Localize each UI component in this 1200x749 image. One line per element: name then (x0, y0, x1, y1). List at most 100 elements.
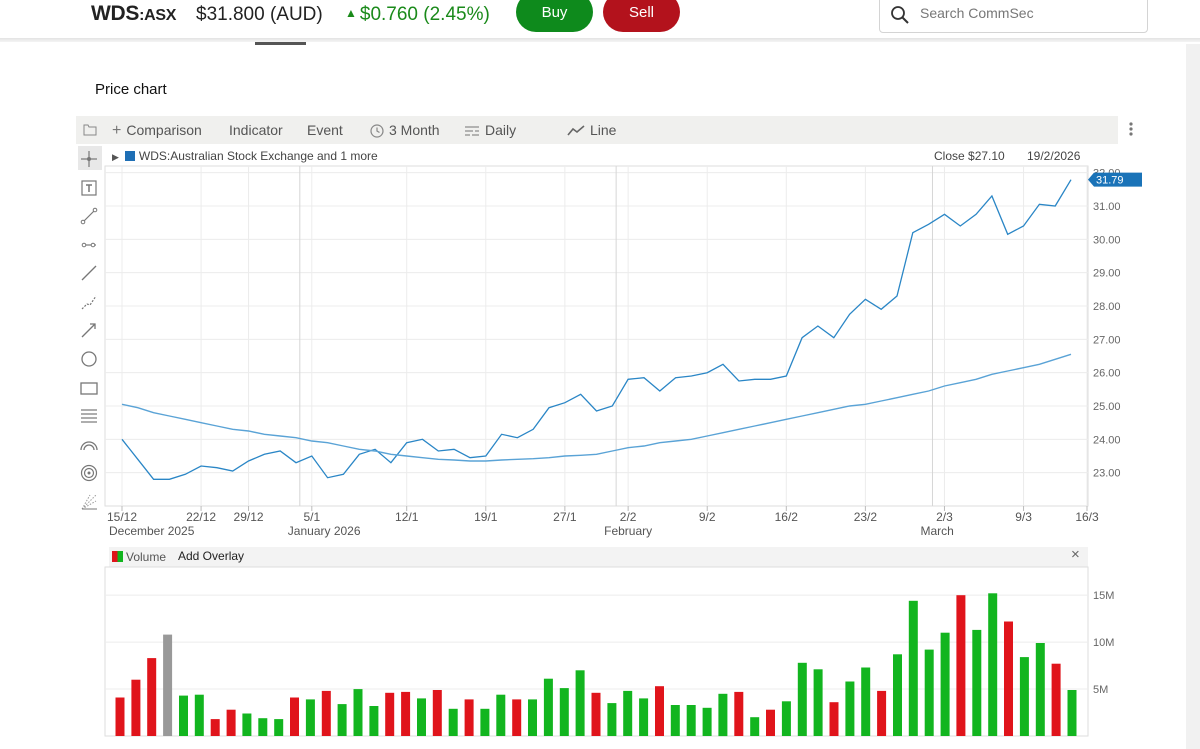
expand-triangle-icon[interactable]: ▶ (112, 152, 119, 162)
header-divider (0, 38, 1200, 42)
ticker-code: WDS (91, 2, 140, 25)
crosshair-icon[interactable] (80, 150, 98, 168)
line-segment-icon[interactable] (80, 207, 98, 225)
volume-bar (813, 669, 823, 736)
line-chart-icon (567, 125, 585, 136)
fibonacci-icon[interactable] (80, 407, 98, 425)
volume-bar (686, 705, 696, 736)
rectangle-icon[interactable] (80, 379, 98, 397)
volume-bar (750, 717, 760, 736)
arc-icon[interactable] (80, 436, 98, 454)
volume-bar (766, 709, 775, 736)
volume-bar (829, 702, 839, 736)
volume-label: Volume (126, 550, 167, 564)
volume-bar (877, 690, 887, 736)
volume-tick-label: 15M (1093, 590, 1114, 602)
arrow-line-icon[interactable] (80, 321, 98, 339)
horizontal-ray-icon[interactable] (80, 236, 98, 254)
volume-bar (163, 634, 173, 736)
folder-icon[interactable] (83, 123, 97, 136)
volume-bar (401, 691, 411, 736)
up-arrow-icon: ▲ (345, 6, 357, 20)
indicator-button[interactable]: Indicator (229, 122, 283, 138)
clock-icon (370, 124, 384, 138)
chart-toolbar: + Comparison Indicator Event 3 Month Dail… (76, 116, 1118, 144)
interval-button[interactable]: Daily (464, 122, 516, 138)
event-button[interactable]: Event (307, 122, 343, 138)
volume-bar (305, 699, 315, 736)
volume-bar (242, 713, 252, 736)
volume-bar (448, 708, 458, 736)
active-tab-indicator (255, 42, 306, 45)
search-icon (891, 6, 909, 24)
add-overlay-button[interactable]: Add Overlay (178, 549, 245, 563)
y-tick-label: 26.00 (1093, 368, 1121, 380)
x-tick-label: 5/1 (303, 510, 320, 524)
volume-bar (1067, 690, 1077, 736)
x-tick-label: 23/2 (854, 510, 878, 524)
volume-bar (210, 719, 220, 736)
comparison-button[interactable]: + Comparison (112, 122, 202, 140)
volume-bar (591, 692, 601, 736)
interval-icon (465, 126, 479, 136)
y-tick-label: 25.00 (1093, 401, 1121, 413)
circle-icon[interactable] (80, 350, 98, 368)
volume-bar (194, 694, 204, 736)
x-tick-label: 2/2 (620, 510, 637, 524)
volume-bar (956, 595, 966, 736)
volume-bar (258, 718, 268, 736)
volume-bar (385, 692, 395, 736)
series-legend[interactable]: ▶ WDS:Australian Stock Exchange and 1 mor… (112, 149, 378, 163)
close-price-readout: Close $27.10 (934, 149, 1005, 163)
more-options-icon[interactable] (1126, 120, 1136, 140)
volume-bar (528, 699, 537, 736)
x-month-label: January 2026 (288, 524, 361, 538)
chart-type-button[interactable]: Line (567, 122, 616, 138)
price-chart[interactable]: 23.00 24.00 25.00 26.00 27.00 28.00 29.00 30.00… (0, 0, 1200, 545)
trend-line-icon[interactable] (80, 264, 98, 282)
x-tick-label: 15/12 (107, 510, 137, 524)
volume-bar (908, 600, 918, 736)
volume-bar (147, 658, 157, 736)
search-box[interactable] (879, 0, 1148, 33)
buy-button[interactable]: Buy (516, 0, 593, 32)
plus-icon: + (112, 122, 122, 140)
period-button[interactable]: 3 Month (370, 122, 440, 138)
volume-bar (575, 670, 585, 736)
volume-bar (480, 708, 490, 736)
search-input[interactable] (918, 3, 1138, 23)
x-month-label: February (604, 524, 652, 538)
volume-bar (734, 691, 744, 736)
polyline-icon[interactable] (80, 293, 98, 311)
close-volume-icon[interactable]: × (1071, 546, 1080, 563)
period-label: 3 Month (389, 122, 440, 138)
x-tick-label: 12/1 (395, 510, 419, 524)
x-tick-label: 9/2 (699, 510, 716, 524)
y-tick-label: 29.00 (1093, 268, 1121, 280)
y-tick-label: 24.00 (1093, 434, 1121, 446)
y-tick-label: 31.00 (1093, 201, 1121, 213)
volume-bar (718, 693, 728, 737)
y-tick-label: 27.00 (1093, 334, 1121, 346)
sell-button[interactable]: Sell (603, 0, 680, 32)
last-value-label: 31.79 (1096, 175, 1124, 187)
interval-label: Daily (485, 122, 517, 138)
volume-bar (274, 719, 284, 736)
volume-bar (988, 593, 998, 736)
volume-bar (115, 697, 125, 736)
gann-fan-icon[interactable] (80, 493, 98, 511)
last-value-tag (1088, 172, 1142, 187)
volume-bar (226, 709, 236, 736)
volume-bar (337, 704, 347, 736)
spiral-icon[interactable] (80, 464, 98, 482)
section-title: Price chart (95, 81, 167, 98)
text-tool-icon[interactable] (80, 179, 98, 197)
volume-bar (369, 706, 379, 736)
page-scrollbar[interactable] (1186, 44, 1200, 749)
volume-bar (1035, 643, 1045, 736)
x-tick-label: 16/3 (1075, 510, 1099, 524)
close-date-readout: 19/2/2026 (1027, 149, 1081, 163)
volume-bar (432, 690, 442, 736)
series-swatch (124, 151, 135, 161)
